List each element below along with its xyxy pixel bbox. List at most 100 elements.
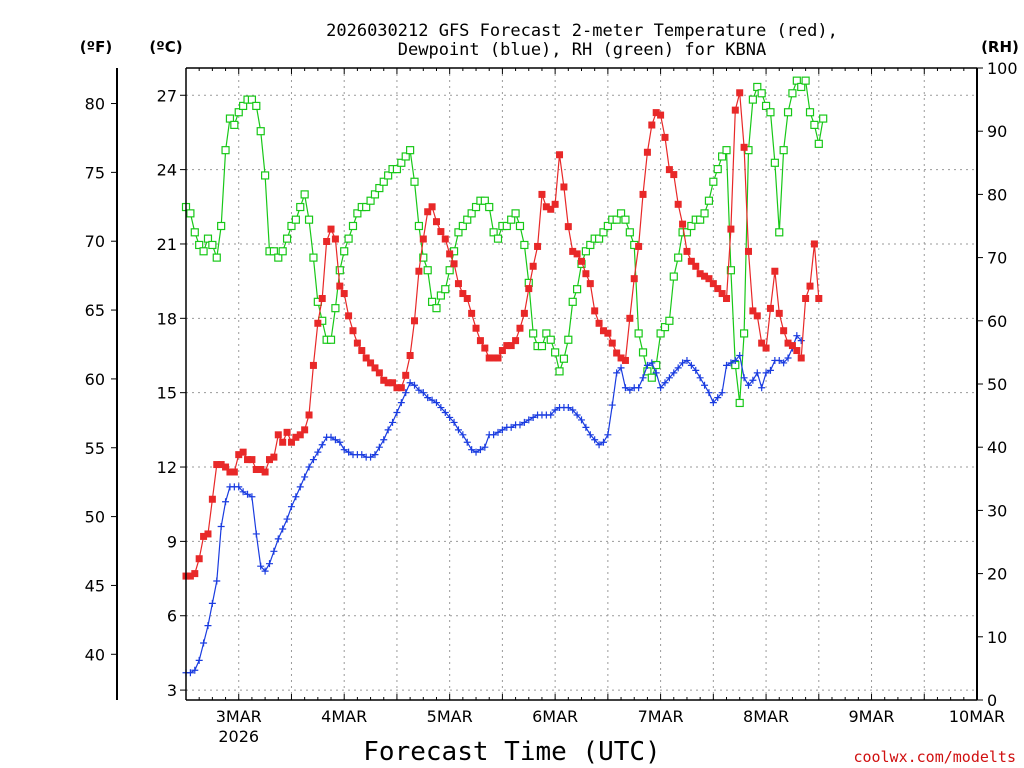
dewpoint-point <box>235 483 243 491</box>
dewpoint-point <box>406 379 414 387</box>
temperature-point <box>815 294 823 302</box>
rh-point <box>331 304 340 313</box>
temperature-point <box>222 463 230 471</box>
rh-tick-label: 100 <box>987 59 1018 78</box>
dewpoint-point <box>723 361 731 369</box>
rh-point <box>467 209 476 218</box>
dewpoint-point <box>459 431 467 439</box>
chart-title-line2: Dewpoint (blue), RH (green) for KBNA <box>398 40 766 60</box>
dewpoint-line <box>186 334 802 674</box>
rh-point <box>801 76 810 85</box>
dewpoint-point <box>208 599 216 607</box>
rh-point <box>401 152 410 161</box>
temperature-point <box>564 223 572 231</box>
dewpoint-point <box>314 448 322 456</box>
dewpoint-point <box>696 374 704 382</box>
temperature-point <box>345 312 353 320</box>
temperature-point <box>599 327 607 335</box>
temperature-point <box>648 121 656 129</box>
temperature-point <box>793 347 801 355</box>
dewpoint-point <box>766 366 774 374</box>
rh-tick-label: 20 <box>987 565 1007 584</box>
rh-tick-label: 90 <box>987 122 1007 141</box>
dewpoint-point <box>468 446 476 454</box>
dewpoint-point <box>780 359 788 367</box>
temperature-point <box>283 428 291 436</box>
temperature-point <box>239 448 247 456</box>
dewpoint-point <box>239 488 247 496</box>
rh-point <box>366 196 375 205</box>
temperature-point <box>485 354 493 362</box>
credit-link[interactable]: coolwx.com/modelts <box>853 748 1016 766</box>
rh-point <box>252 101 261 111</box>
fahrenheit-tick-labels: 40 45 50 55 60 65 70 75 80 <box>85 95 105 665</box>
rh-line <box>185 78 824 404</box>
temperature-point <box>639 190 647 198</box>
rh-point <box>660 323 670 332</box>
dewpoint-point <box>652 369 660 377</box>
dewpoint-point <box>705 389 713 397</box>
fahrenheit-tick-label: 60 <box>85 370 105 389</box>
temperature-point <box>806 282 814 290</box>
temperature-point <box>367 359 375 367</box>
temperature-point <box>415 267 423 275</box>
temperature-point <box>296 431 304 439</box>
temperature-point <box>687 257 695 265</box>
dewpoint-point <box>727 359 735 367</box>
temperature-point <box>608 339 616 347</box>
fahrenheit-tick-label: 75 <box>85 163 105 182</box>
dewpoint-point <box>617 364 625 372</box>
temperature-point <box>375 369 383 377</box>
temperature-point <box>371 364 379 372</box>
rh-point <box>761 101 771 111</box>
rh-point <box>612 215 621 224</box>
rh-point <box>186 209 195 218</box>
temperature-point <box>797 354 805 362</box>
rh-point <box>674 253 683 262</box>
dewpoint-point <box>213 577 221 585</box>
temperature-point <box>573 250 581 258</box>
temperature-point <box>635 242 643 250</box>
rh-point <box>296 202 305 212</box>
rh-point <box>362 202 371 212</box>
date-tick-label: 9MAR <box>849 707 895 726</box>
rh-point <box>757 89 766 98</box>
dewpoint-point <box>709 399 717 407</box>
axes <box>111 67 983 701</box>
dewpoint-point <box>327 433 335 441</box>
dewpoint-point <box>744 381 752 389</box>
temperature-point <box>353 339 361 347</box>
temperature-point <box>709 280 717 288</box>
rh-point <box>775 228 784 237</box>
rh-point <box>507 215 516 224</box>
temperature-point <box>569 247 577 255</box>
rh-point <box>718 152 727 161</box>
dewpoint-point <box>441 409 449 417</box>
dewpoint-point <box>248 493 256 501</box>
temperature-point <box>248 456 256 464</box>
fahrenheit-tick-label: 70 <box>85 232 105 251</box>
rh-point <box>810 120 819 129</box>
rh-point <box>735 398 744 408</box>
temperature-point <box>775 309 783 317</box>
dewpoint-point <box>731 356 739 364</box>
dewpoint-point <box>687 361 695 369</box>
dewpoint-point <box>591 436 599 444</box>
dewpoint-point <box>195 656 203 664</box>
dewpoint-point <box>595 441 603 449</box>
dewpoint-point <box>367 453 375 461</box>
dewpoint-point <box>204 622 212 630</box>
temperature-point <box>419 235 427 243</box>
dewpoint-point <box>222 498 230 506</box>
temperature-point <box>481 344 489 352</box>
temperature-point <box>358 347 366 355</box>
dewpoint-point <box>621 384 629 392</box>
dewpoint-point <box>270 547 278 555</box>
temperature-point <box>731 106 739 114</box>
temperature-point <box>788 342 796 350</box>
rh-point <box>739 329 749 338</box>
date-tick-label: 8MAR <box>743 707 789 726</box>
rh-point <box>212 253 221 262</box>
temperature-point <box>454 280 462 288</box>
rh-point <box>423 266 432 275</box>
